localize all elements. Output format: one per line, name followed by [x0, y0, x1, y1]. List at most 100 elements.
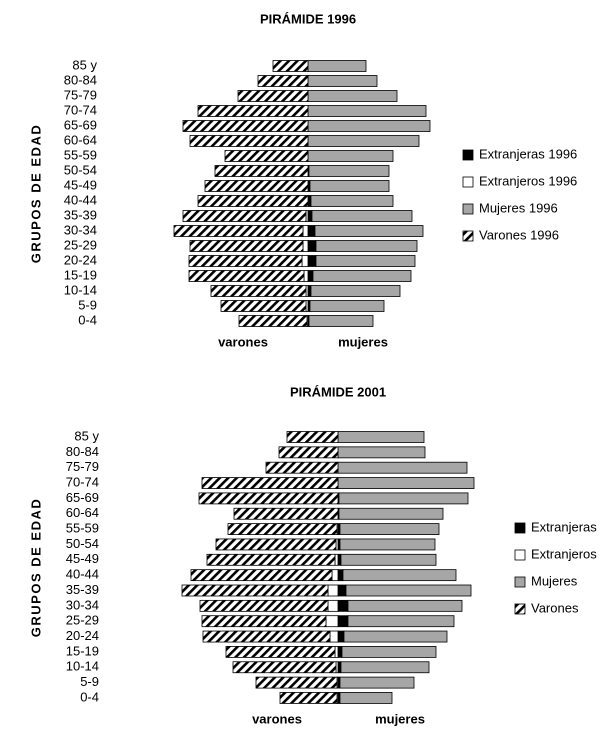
bar: [329, 630, 339, 643]
bar: [337, 661, 342, 674]
bar: [309, 180, 390, 192]
category-label: 75-79: [64, 87, 97, 102]
legend-swatch: [462, 203, 474, 215]
bar: [340, 661, 430, 674]
category-label: 0-4: [78, 312, 97, 327]
category-label: 70-74: [64, 102, 97, 117]
category-label: 60-64: [66, 505, 99, 520]
bar: [307, 255, 317, 267]
bar: [238, 315, 308, 327]
bar: [204, 180, 309, 192]
category-label: 20-24: [64, 252, 97, 267]
chart-title: PIRÁMIDE 1996: [260, 11, 356, 26]
bar: [188, 270, 305, 282]
bar: [303, 270, 309, 282]
category-label: 40-44: [64, 192, 97, 207]
bar: [197, 105, 309, 117]
bar: [337, 630, 345, 643]
bar: [214, 165, 309, 177]
bar: [340, 553, 437, 566]
bar: [201, 477, 339, 489]
bar: [307, 75, 378, 87]
bar: [227, 523, 338, 535]
bar: [334, 553, 339, 566]
bar: [237, 90, 309, 102]
x-axis-label: varones: [252, 711, 302, 726]
legend-swatch: [462, 149, 474, 161]
bar: [189, 240, 304, 252]
bar: [225, 646, 336, 658]
bar: [307, 90, 398, 102]
bar: [302, 240, 309, 252]
bar: [301, 255, 309, 267]
category-label: 25-29: [64, 237, 97, 252]
bar: [182, 120, 309, 132]
bar: [255, 676, 338, 689]
bar: [181, 584, 329, 597]
bar: [307, 285, 312, 297]
category-label: 50-54: [66, 536, 99, 551]
category-label: 0-4: [80, 689, 99, 704]
category-label: 60-64: [64, 132, 97, 147]
chart-title: PIRÁMIDE 2001: [290, 384, 386, 399]
category-label: 70-74: [66, 474, 99, 489]
bar: [310, 195, 394, 207]
bar: [272, 60, 309, 72]
bar: [308, 165, 390, 177]
bar: [347, 599, 463, 612]
category-label: 40-44: [66, 567, 99, 582]
bar: [334, 646, 339, 658]
bar: [188, 255, 303, 267]
x-axis-label: varones: [218, 334, 268, 349]
bar: [337, 584, 347, 597]
bar: [339, 692, 393, 704]
bar: [309, 300, 385, 312]
bar: [173, 225, 304, 237]
bar: [201, 615, 327, 628]
category-label: 20-24: [66, 628, 99, 643]
y-axis-label: GRUPOS DE EDAD: [28, 498, 43, 637]
category-label: 80-84: [64, 72, 97, 87]
bar: [206, 553, 336, 566]
bar: [337, 615, 349, 628]
category-label: 35-39: [64, 207, 97, 222]
bar: [199, 599, 329, 612]
bar: [307, 135, 420, 147]
bar: [311, 210, 413, 222]
y-axis-label: GRUPOS DE EDAD: [28, 124, 43, 263]
bar: [337, 646, 343, 658]
legend-swatch: [514, 522, 526, 534]
bar: [307, 210, 313, 222]
bar: [325, 615, 339, 628]
bar: [307, 105, 427, 117]
category-label: 85 y: [74, 428, 99, 443]
bar: [307, 150, 394, 162]
bar: [307, 270, 314, 282]
bar: [182, 210, 307, 222]
bar: [314, 225, 424, 237]
bar: [345, 584, 472, 597]
category-label: 35-39: [66, 582, 99, 597]
bar: [337, 477, 475, 489]
bar: [308, 315, 374, 327]
legend-label: Extranjeros: [531, 546, 597, 561]
legend-label: Mujeres: [531, 573, 578, 588]
legend-label: Varones 1996: [479, 227, 559, 242]
legend-label: Varones: [531, 600, 579, 615]
bar: [286, 431, 339, 443]
category-label: 55-59: [66, 521, 99, 536]
category-label: 50-54: [64, 162, 97, 177]
bar: [307, 195, 312, 207]
bar: [215, 538, 337, 551]
bar: [315, 240, 418, 252]
bar: [337, 446, 426, 459]
legend-swatch: [514, 549, 526, 561]
category-label: 55-59: [64, 147, 97, 162]
bar: [327, 599, 339, 612]
bar: [337, 461, 468, 474]
bar: [307, 120, 431, 132]
category-label: 10-14: [64, 282, 97, 297]
bar: [257, 75, 309, 87]
